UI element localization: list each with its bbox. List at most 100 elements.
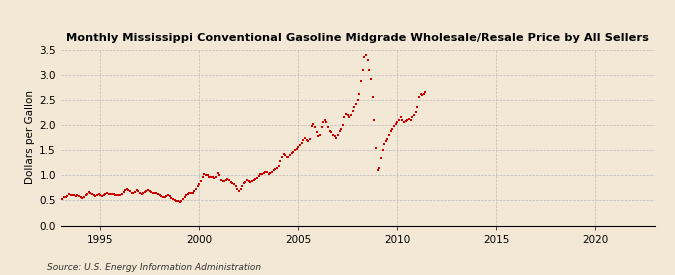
Point bbox=[69, 193, 80, 197]
Point bbox=[359, 55, 370, 59]
Point bbox=[334, 129, 345, 133]
Point bbox=[390, 122, 401, 126]
Point bbox=[263, 172, 274, 176]
Point bbox=[207, 175, 218, 179]
Point bbox=[143, 188, 154, 192]
Point bbox=[232, 187, 243, 191]
Point bbox=[118, 190, 129, 194]
Point bbox=[379, 142, 389, 146]
Point bbox=[188, 191, 198, 195]
Point bbox=[321, 120, 332, 125]
Point bbox=[113, 193, 124, 197]
Point bbox=[339, 115, 350, 120]
Point bbox=[108, 192, 119, 197]
Point bbox=[336, 127, 347, 131]
Point bbox=[59, 195, 70, 200]
Point bbox=[410, 110, 421, 115]
Point bbox=[227, 181, 238, 185]
Point bbox=[173, 199, 184, 203]
Point bbox=[400, 119, 411, 123]
Point bbox=[382, 137, 393, 141]
Point bbox=[148, 191, 159, 195]
Point bbox=[194, 182, 205, 186]
Point bbox=[374, 166, 385, 170]
Point bbox=[318, 120, 329, 125]
Point bbox=[199, 172, 210, 176]
Point bbox=[242, 178, 252, 182]
Point bbox=[189, 189, 200, 194]
Point bbox=[155, 192, 165, 197]
Point bbox=[253, 174, 264, 178]
Point bbox=[357, 67, 368, 72]
Point bbox=[128, 191, 139, 196]
Point bbox=[392, 120, 403, 125]
Point bbox=[229, 182, 240, 186]
Point bbox=[217, 179, 228, 183]
Point bbox=[348, 109, 358, 113]
Point bbox=[167, 197, 178, 202]
Point bbox=[204, 175, 215, 179]
Point bbox=[212, 171, 223, 175]
Point bbox=[80, 193, 91, 197]
Point bbox=[93, 192, 104, 196]
Point bbox=[200, 172, 211, 177]
Point bbox=[383, 133, 394, 137]
Point bbox=[100, 192, 111, 196]
Point bbox=[275, 159, 286, 163]
Point bbox=[119, 188, 130, 192]
Point bbox=[301, 138, 312, 142]
Point bbox=[126, 191, 137, 195]
Point bbox=[103, 192, 114, 196]
Point bbox=[186, 191, 196, 195]
Point bbox=[324, 129, 335, 133]
Point bbox=[146, 189, 157, 194]
Point bbox=[62, 194, 73, 198]
Point bbox=[115, 193, 126, 197]
Point bbox=[412, 105, 423, 109]
Point bbox=[111, 193, 122, 197]
Point bbox=[182, 192, 193, 197]
Point bbox=[404, 117, 414, 121]
Point bbox=[369, 118, 379, 122]
Point bbox=[190, 187, 201, 191]
Point bbox=[84, 190, 95, 194]
Point bbox=[309, 125, 320, 130]
Point bbox=[288, 150, 299, 154]
Point bbox=[72, 193, 82, 197]
Point bbox=[294, 143, 305, 147]
Point bbox=[169, 198, 180, 203]
Point bbox=[256, 172, 267, 176]
Point bbox=[323, 125, 333, 130]
Point bbox=[278, 152, 289, 156]
Point bbox=[268, 168, 279, 172]
Point bbox=[271, 166, 282, 170]
Point bbox=[306, 124, 317, 128]
Point bbox=[86, 192, 97, 196]
Point bbox=[329, 134, 340, 138]
Point bbox=[265, 171, 275, 175]
Point bbox=[352, 98, 363, 102]
Point bbox=[105, 192, 115, 197]
Point bbox=[153, 192, 163, 196]
Point bbox=[122, 187, 132, 191]
Point bbox=[286, 151, 297, 155]
Point bbox=[397, 118, 408, 122]
Point bbox=[420, 90, 431, 94]
Point bbox=[161, 194, 171, 198]
Point bbox=[234, 189, 244, 194]
Point bbox=[123, 188, 134, 192]
Point bbox=[398, 120, 409, 125]
Point bbox=[344, 115, 355, 120]
Point bbox=[364, 67, 375, 72]
Point bbox=[326, 130, 337, 135]
Point bbox=[252, 175, 263, 180]
Point bbox=[101, 191, 112, 195]
Point bbox=[354, 92, 364, 96]
Point bbox=[300, 135, 310, 140]
Point bbox=[277, 154, 288, 159]
Point bbox=[77, 196, 88, 200]
Point bbox=[244, 178, 254, 183]
Point bbox=[290, 148, 300, 152]
Point bbox=[92, 192, 103, 197]
Point bbox=[385, 129, 396, 133]
